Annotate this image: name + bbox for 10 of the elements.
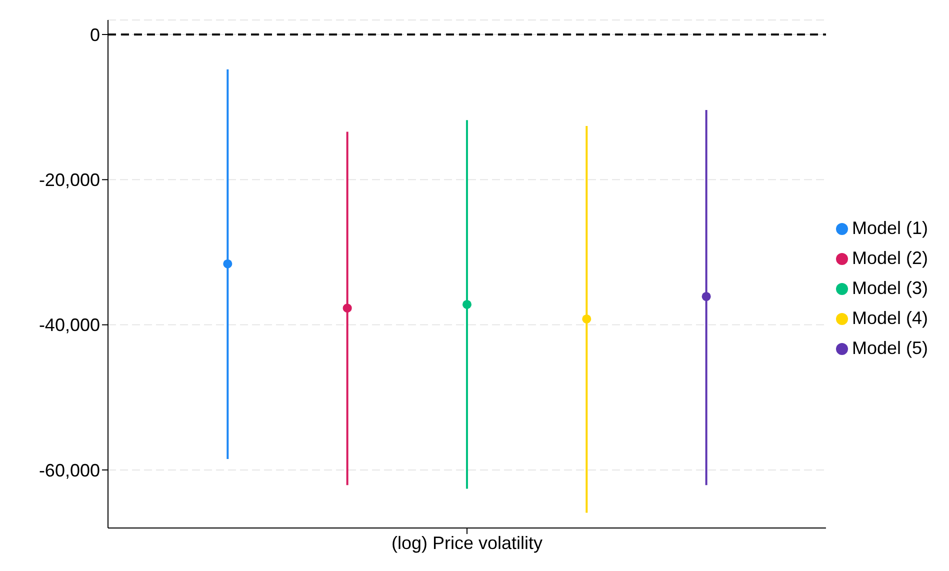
y-tick-label: -60,000 [38,460,100,480]
legend-label: Model (2) [852,248,928,268]
legend-label: Model (4) [852,308,928,328]
y-tick-label: -20,000 [38,170,100,190]
legend-label: Model (3) [852,278,928,298]
x-tick-label: (log) Price volatility [391,532,543,553]
y-tick-label: 0 [90,24,100,45]
legend-label: Model (1) [852,218,928,238]
legend-label: Model (5) [852,338,928,358]
y-tick-label: -40,000 [38,315,100,336]
